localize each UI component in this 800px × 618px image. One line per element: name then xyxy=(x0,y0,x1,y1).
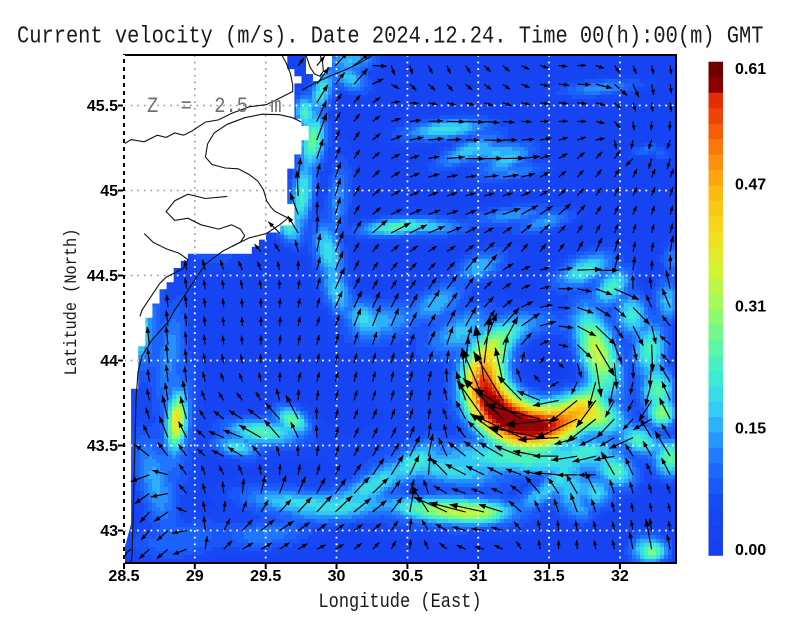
svg-text:29: 29 xyxy=(186,568,204,585)
svg-text:31: 31 xyxy=(469,568,487,585)
svg-text:28.5: 28.5 xyxy=(108,568,139,585)
svg-text:43.5: 43.5 xyxy=(87,438,118,455)
svg-text:0.61: 0.61 xyxy=(735,61,766,78)
svg-text:30.5: 30.5 xyxy=(392,568,423,585)
svg-text:0.15: 0.15 xyxy=(735,421,766,438)
svg-text:44.5: 44.5 xyxy=(87,268,118,285)
svg-text:0.47: 0.47 xyxy=(735,177,766,194)
svg-text:44: 44 xyxy=(100,353,118,370)
svg-text:Latitude (North): Latitude (North) xyxy=(62,229,82,376)
svg-text:45: 45 xyxy=(100,183,118,200)
svg-text:0.31: 0.31 xyxy=(735,299,766,316)
svg-text:45.5: 45.5 xyxy=(87,98,118,115)
svg-text:Longitude (East): Longitude (East) xyxy=(318,591,481,614)
svg-text:30: 30 xyxy=(328,568,346,585)
svg-text:Z = 2.5 m: Z = 2.5 m xyxy=(147,95,282,120)
svg-text:43: 43 xyxy=(100,523,118,540)
svg-text:32: 32 xyxy=(611,568,629,585)
svg-text:29.5: 29.5 xyxy=(250,568,281,585)
svg-text:0.00: 0.00 xyxy=(735,542,766,559)
svg-text:31.5: 31.5 xyxy=(534,568,565,585)
svg-text:Current velocity (m/s). Date 2: Current velocity (m/s). Date 2024.12.24.… xyxy=(17,22,764,50)
